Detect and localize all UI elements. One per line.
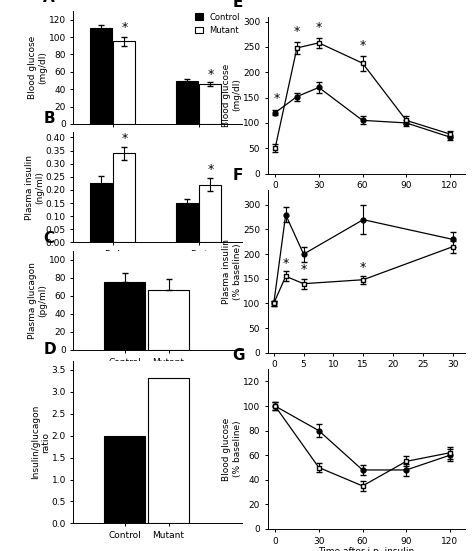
Bar bbox=[113, 153, 135, 242]
Legend: Control, Mutant: Control, Mutant bbox=[194, 13, 240, 35]
Bar bbox=[90, 183, 112, 242]
Text: C: C bbox=[43, 231, 55, 246]
Text: *: * bbox=[207, 163, 214, 176]
Bar bbox=[90, 29, 112, 124]
Bar bbox=[200, 84, 221, 124]
Y-axis label: Blood glucose
(% baseline): Blood glucose (% baseline) bbox=[222, 418, 242, 480]
Text: *: * bbox=[359, 39, 365, 52]
Bar bbox=[148, 379, 189, 523]
X-axis label: Time after i.p. glucose
injection (min): Time after i.p. glucose injection (min) bbox=[316, 192, 417, 211]
Y-axis label: Plasma insulin
(ng/ml): Plasma insulin (ng/ml) bbox=[25, 155, 44, 220]
Y-axis label: Blood glucose
(mg/dl): Blood glucose (mg/dl) bbox=[222, 63, 242, 127]
Bar bbox=[113, 41, 135, 124]
Text: D: D bbox=[43, 342, 56, 358]
Text: *: * bbox=[294, 25, 300, 38]
Text: *: * bbox=[283, 257, 289, 270]
Text: *: * bbox=[316, 21, 322, 34]
X-axis label: Time after i.p. glucose
injection (min): Time after i.p. glucose injection (min) bbox=[316, 371, 417, 390]
Y-axis label: Plasma insulin
(% baseline): Plasma insulin (% baseline) bbox=[222, 239, 242, 304]
Bar bbox=[200, 185, 221, 242]
Text: *: * bbox=[121, 21, 128, 35]
Text: G: G bbox=[232, 348, 245, 363]
Text: F: F bbox=[232, 169, 243, 183]
Text: *: * bbox=[273, 92, 280, 105]
Text: *: * bbox=[301, 263, 307, 276]
Text: *: * bbox=[207, 68, 214, 80]
Text: E: E bbox=[232, 0, 243, 10]
Text: *: * bbox=[121, 132, 128, 145]
Bar bbox=[104, 282, 145, 350]
Bar bbox=[176, 80, 198, 124]
Text: B: B bbox=[43, 111, 55, 126]
Y-axis label: Insulin/glucagon
ratio: Insulin/glucagon ratio bbox=[31, 405, 50, 479]
Text: A: A bbox=[43, 0, 55, 5]
Text: *: * bbox=[360, 261, 366, 274]
Y-axis label: Plasma glucagon
(pg/ml): Plasma glucagon (pg/ml) bbox=[28, 262, 47, 339]
Bar bbox=[148, 290, 189, 350]
X-axis label: Time after i.p. insulin
injection (min): Time after i.p. insulin injection (min) bbox=[318, 547, 414, 551]
Bar bbox=[104, 436, 145, 523]
Bar bbox=[176, 203, 198, 242]
Y-axis label: Blood glucose
(mg/dl): Blood glucose (mg/dl) bbox=[28, 36, 47, 99]
